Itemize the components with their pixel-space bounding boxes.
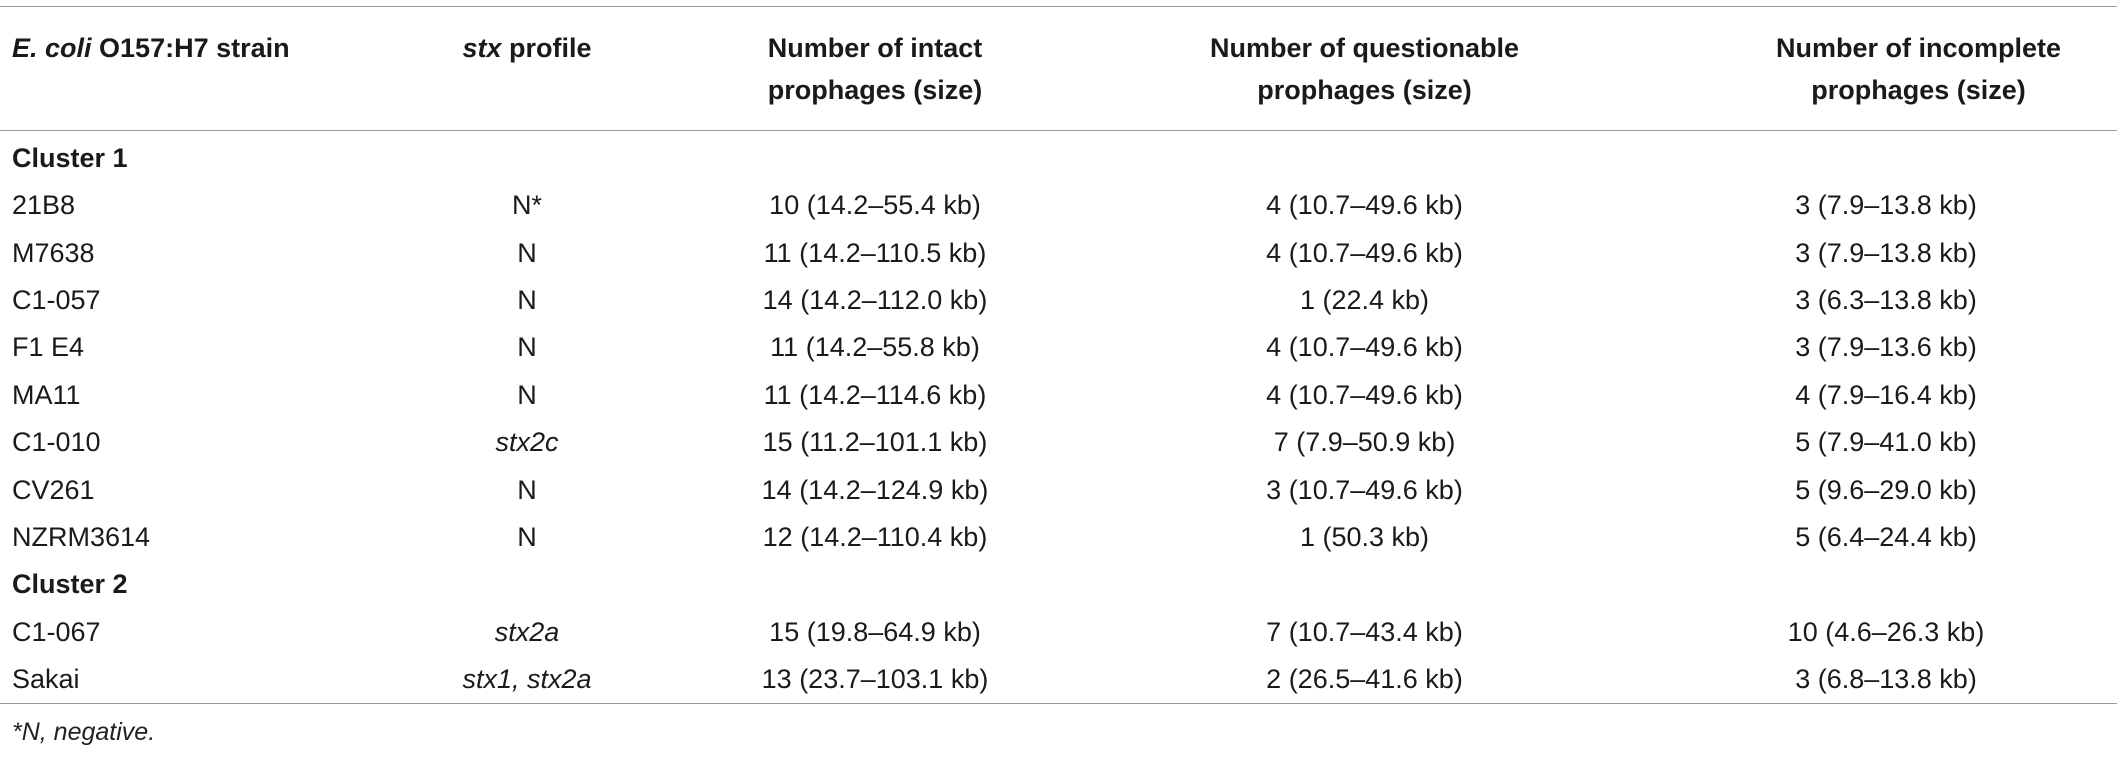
intact-cell: 11 (14.2–114.6 kb) (763, 379, 987, 410)
header-questionable-line2: prophages (size) (1257, 75, 1472, 105)
cluster-heading-row: Cluster 1 (0, 131, 2117, 183)
stx-cell: N (517, 521, 537, 552)
header-incomplete-line1: Number of incomplete (1775, 33, 2061, 63)
incomplete-cell: 3 (6.8–13.8 kb) (1615, 655, 2117, 704)
incomplete-cell: 5 (6.4–24.4 kb) (1795, 521, 1977, 552)
questionable-cell: 1 (22.4 kb) (1299, 284, 1430, 315)
questionable-cell: 4 (10.7–49.6 kb) (1266, 190, 1463, 221)
header-questionable-line1: Number of questionable (1209, 33, 1520, 63)
cluster-heading-row: Cluster 2 (0, 561, 2117, 608)
header-strain: E. coli O157:H7 strain (0, 6, 418, 131)
strain-cell: C1-010 (12, 427, 101, 458)
questionable-cell: 7 (7.9–50.9 kb) (1273, 427, 1456, 458)
stx-cell: N (517, 379, 537, 410)
table-row: CV261 N 14 (14.2–124.9 kb) 3 (10.7–49.6 … (0, 466, 2117, 513)
header-incomplete-line2: prophages (size) (1811, 75, 2026, 105)
header-intact-line1: Number of intact (767, 33, 983, 63)
incomplete-cell: 3 (7.9–13.8 kb) (1795, 237, 1977, 268)
table-body: Cluster 1 21B8 N* 10 (14.2–55.4 kb) 4 (1… (0, 131, 2117, 704)
questionable-cell: 4 (10.7–49.6 kb) (1266, 379, 1463, 410)
incomplete-cell: 4 (7.9–16.4 kb) (1795, 379, 1977, 410)
intact-cell: 11 (14.2–55.8 kb) (770, 332, 980, 363)
incomplete-cell: 5 (9.6–29.0 kb) (1795, 474, 1977, 505)
questionable-cell: 1 (50.3 kb) (1299, 521, 1430, 552)
header-intact: Number of intact prophages (size) (636, 6, 1114, 131)
header-incomplete: Number of incomplete prophages (size) (1615, 6, 2117, 131)
strain-cell: M7638 (12, 237, 95, 268)
header-strain-rest: O157:H7 strain (91, 33, 290, 63)
strain-cell: F1 E4 (12, 332, 85, 363)
table-row: C1-010 stx2c 15 (11.2–101.1 kb) 7 (7.9–5… (0, 419, 2117, 466)
header-intact-line2: prophages (size) (767, 75, 983, 105)
header-questionable: Number of questionable prophages (size) (1114, 6, 1615, 131)
strain-cell: Sakai (0, 655, 418, 704)
incomplete-cell: 10 (4.6–26.3 kb) (1787, 616, 1985, 647)
incomplete-cell: 3 (7.9–13.6 kb) (1795, 332, 1977, 363)
questionable-cell: 4 (10.7–49.6 kb) (1266, 237, 1463, 268)
intact-cell: 13 (23.7–103.1 kb) (636, 655, 1114, 704)
table-row: C1-057 N 14 (14.2–112.0 kb) 1 (22.4 kb) … (0, 277, 2117, 324)
table-footnote: *N, negative. (12, 718, 156, 746)
incomplete-cell: 5 (7.9–41.0 kb) (1795, 427, 1977, 458)
strain-cell: 21B8 (12, 190, 76, 221)
questionable-cell: 3 (10.7–49.6 kb) (1266, 474, 1463, 505)
table-row: Sakai stx1, stx2a 13 (23.7–103.1 kb) 2 (… (0, 655, 2117, 704)
intact-cell: 14 (14.2–124.9 kb) (761, 474, 989, 505)
prophage-table: E. coli O157:H7 strain stx profile Numbe… (0, 6, 2117, 704)
table-row: M7638 N 11 (14.2–110.5 kb) 4 (10.7–49.6 … (0, 229, 2117, 276)
questionable-cell: 7 (10.7–43.4 kb) (1266, 616, 1463, 647)
cluster-label: Cluster 1 (12, 143, 128, 173)
intact-cell: 15 (11.2–101.1 kb) (762, 427, 988, 458)
cluster-label: Cluster 2 (12, 569, 128, 600)
stx-cell: stx2a (494, 616, 560, 647)
stx-cell: stx1, stx2a (418, 655, 636, 704)
intact-cell: 11 (14.2–110.5 kb) (763, 237, 987, 268)
table-row: 21B8 N* 10 (14.2–55.4 kb) 4 (10.7–49.6 k… (0, 182, 2117, 229)
stx-cell: stx2c (495, 427, 559, 458)
strain-cell: NZRM3614 (12, 521, 151, 552)
stx-cell: N (517, 284, 537, 315)
intact-cell: 12 (14.2–110.4 kb) (762, 521, 988, 552)
table-row: NZRM3614 N 12 (14.2–110.4 kb) 1 (50.3 kb… (0, 514, 2117, 561)
table-row: F1 E4 N 11 (14.2–55.8 kb) 4 (10.7–49.6 k… (0, 324, 2117, 371)
header-strain-species: E. coli (12, 33, 92, 63)
header-stx-rest: profile (501, 33, 592, 63)
stx-cell: N (517, 332, 537, 363)
strain-cell: C1-057 (12, 284, 101, 315)
stx-cell: N (517, 237, 537, 268)
incomplete-cell: 3 (7.9–13.8 kb) (1795, 190, 1977, 221)
intact-cell: 10 (14.2–55.4 kb) (769, 190, 981, 221)
header-stx-gene: stx (462, 33, 502, 63)
table-header: E. coli O157:H7 strain stx profile Numbe… (0, 6, 2117, 131)
intact-cell: 14 (14.2–112.0 kb) (762, 284, 988, 315)
stx-cell: N (517, 474, 537, 505)
strain-cell: MA11 (12, 379, 81, 410)
stx-cell: N* (511, 190, 542, 221)
strain-cell: C1-067 (12, 616, 101, 647)
incomplete-cell: 3 (6.3–13.8 kb) (1795, 284, 1977, 315)
table-row: MA11 N 11 (14.2–114.6 kb) 4 (10.7–49.6 k… (0, 372, 2117, 419)
header-stx-profile: stx profile (418, 6, 636, 131)
questionable-cell: 4 (10.7–49.6 kb) (1266, 332, 1463, 363)
header-row: E. coli O157:H7 strain stx profile Numbe… (0, 6, 2117, 131)
questionable-cell: 2 (26.5–41.6 kb) (1114, 655, 1615, 704)
strain-cell: CV261 (12, 474, 95, 505)
intact-cell: 15 (19.8–64.9 kb) (769, 616, 981, 647)
table-row: C1-067 stx2a 15 (19.8–64.9 kb) 7 (10.7–4… (0, 609, 2117, 656)
